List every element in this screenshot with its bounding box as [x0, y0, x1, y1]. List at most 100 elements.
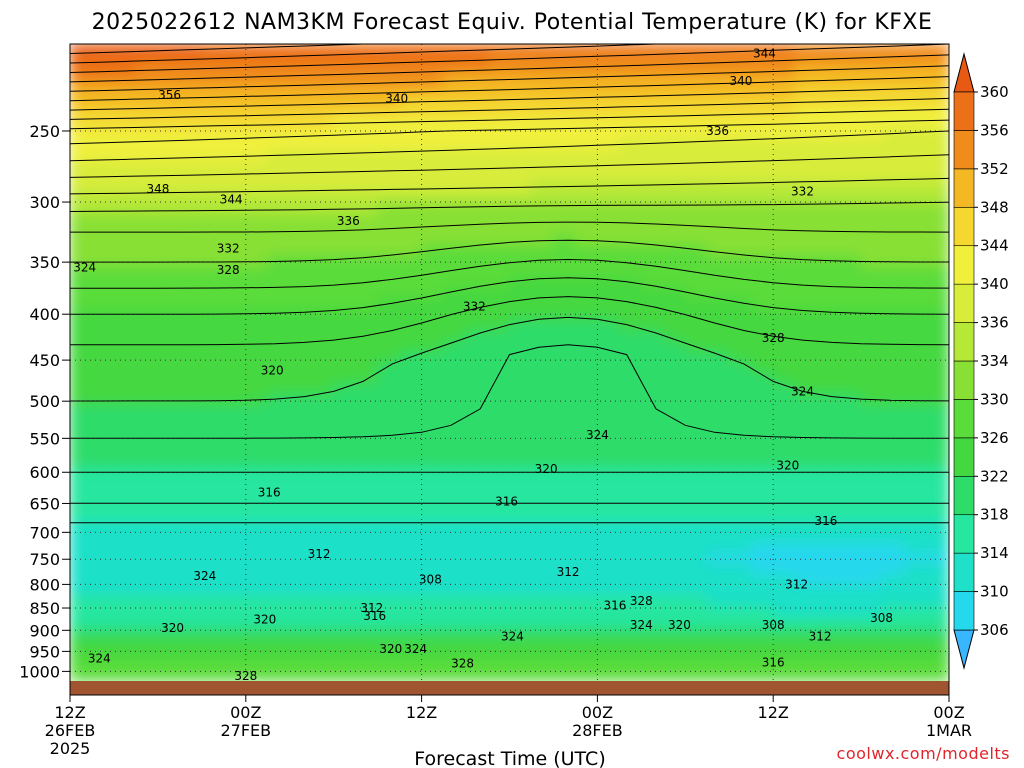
field-cell — [838, 659, 862, 671]
field-cell — [794, 531, 818, 544]
field-cell — [70, 436, 93, 448]
field-cell — [926, 54, 949, 66]
field-cell — [728, 574, 752, 586]
field-cell — [179, 96, 203, 109]
field-cell — [750, 340, 774, 353]
field-cell — [157, 234, 181, 247]
field-cell — [882, 234, 906, 247]
field-cell — [926, 521, 949, 533]
field-cell — [640, 415, 664, 427]
field-cell — [223, 372, 247, 385]
field-cell — [223, 319, 247, 332]
field-cell — [794, 192, 818, 204]
field-cell — [179, 117, 203, 130]
field-cell — [113, 616, 137, 629]
field-cell — [574, 277, 598, 289]
field-cell — [838, 266, 862, 279]
field-cell — [179, 340, 203, 353]
field-cell — [860, 446, 884, 459]
colorbar-swatch — [953, 283, 975, 323]
contour-label: 324 — [404, 642, 427, 656]
field-cell — [684, 606, 708, 618]
field-cell — [113, 383, 137, 395]
field-cell — [135, 648, 159, 661]
field-cell — [377, 234, 401, 247]
field-cell — [860, 627, 884, 639]
contour-label: 340 — [730, 74, 753, 88]
field-cell — [70, 298, 93, 310]
field-cell — [531, 298, 554, 310]
field-cell — [267, 245, 291, 257]
field-cell — [882, 638, 906, 650]
field-cell — [596, 531, 620, 544]
field-cell — [816, 308, 840, 321]
field-cell — [267, 659, 291, 671]
field-cell — [596, 245, 620, 257]
field-cell — [816, 595, 840, 608]
field-cell — [289, 383, 313, 395]
field-cell — [553, 170, 576, 183]
field-cell — [399, 500, 423, 512]
field-cell — [860, 298, 884, 310]
field-cell — [750, 139, 774, 151]
field-cell — [179, 266, 203, 279]
field-cell — [838, 457, 862, 470]
field-cell — [465, 669, 489, 681]
field-cell — [904, 44, 928, 56]
field-cell — [640, 531, 664, 544]
field-cell — [443, 128, 467, 140]
field-cell — [311, 606, 335, 618]
field-cell — [399, 383, 423, 395]
field-cell — [333, 181, 357, 194]
field-cell — [684, 521, 708, 533]
field-cell — [465, 128, 489, 140]
field-cell — [618, 489, 642, 501]
field-cell — [421, 107, 445, 119]
field-cell — [443, 372, 467, 385]
field-cell — [882, 606, 906, 618]
field-cell — [838, 160, 862, 172]
field-cell — [838, 362, 862, 374]
field-cell — [377, 489, 401, 501]
field-cell — [113, 362, 137, 374]
field-cell — [904, 54, 928, 66]
field-cell — [640, 563, 664, 576]
field-cell — [926, 415, 949, 427]
isoline — [70, 44, 657, 64]
field-cell — [399, 224, 423, 236]
field-cell — [311, 393, 335, 406]
field-cell — [553, 330, 576, 342]
field-cell — [267, 330, 291, 342]
field-cell — [201, 192, 225, 204]
field-cell — [487, 319, 510, 332]
field-cell — [245, 266, 269, 279]
field-cell — [684, 510, 708, 523]
field-cell — [618, 372, 642, 385]
field-cell — [904, 224, 928, 236]
field-cell — [421, 139, 445, 151]
field-cell — [443, 96, 467, 109]
field-cell — [157, 415, 181, 427]
field-cell — [421, 234, 445, 247]
field-cell — [772, 468, 796, 480]
field-cell — [377, 255, 401, 268]
field-cell — [377, 436, 401, 448]
field-cell — [311, 404, 335, 417]
field-cell — [201, 542, 225, 555]
field-cell — [333, 362, 357, 374]
field-cell — [179, 308, 203, 321]
field-cell — [201, 404, 225, 417]
field-cell — [377, 160, 401, 172]
field-cell — [333, 415, 357, 427]
field-cell — [245, 245, 269, 257]
field-cell — [684, 362, 708, 374]
field-cell — [91, 542, 115, 555]
field-cell — [640, 224, 664, 236]
field-cell — [904, 606, 928, 618]
field-cell — [574, 192, 598, 204]
field-cell — [355, 298, 379, 310]
field-cell — [135, 170, 159, 183]
field-cell — [201, 553, 225, 565]
field-cell — [860, 415, 884, 427]
field-cell — [421, 404, 445, 417]
